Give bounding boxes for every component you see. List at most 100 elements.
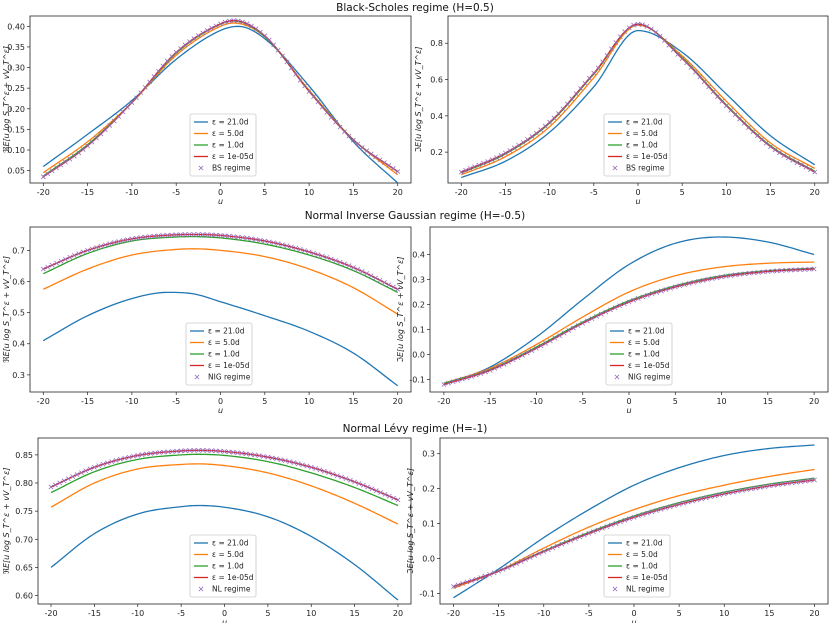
regime-marker <box>772 147 778 153</box>
regime-marker <box>129 236 135 242</box>
regime-marker <box>359 269 365 274</box>
regime-marker <box>659 288 664 294</box>
regime-marker <box>598 311 604 317</box>
regime-marker <box>460 376 465 382</box>
regime-marker <box>677 283 683 289</box>
series-line-0 <box>50 504 399 601</box>
regime-marker <box>105 460 110 466</box>
regime-marker <box>148 451 154 456</box>
regime-marker <box>275 47 281 53</box>
y-tick-label: 0.3 <box>12 371 25 380</box>
regime-marker <box>355 141 361 147</box>
regime-marker <box>313 466 318 471</box>
y-tick-label: 0.5 <box>12 309 25 318</box>
legend-label: ε = 21.0d <box>628 327 665 336</box>
regime-marker <box>569 96 575 102</box>
regime-marker <box>320 104 325 110</box>
regime-marker <box>654 289 660 295</box>
regime-marker <box>663 287 669 292</box>
regime-marker <box>770 268 775 274</box>
x-tick-label: 5 <box>262 397 267 406</box>
legend-label: BS regime <box>212 164 251 173</box>
x-tick-label: -20 <box>37 188 50 197</box>
regime-marker <box>244 235 250 241</box>
regime-marker <box>243 451 249 457</box>
regime-marker <box>556 111 561 116</box>
regime-marker <box>631 514 637 520</box>
y-tick-label: 0.4 <box>12 340 25 349</box>
regime-marker <box>395 497 401 503</box>
series-line-0 <box>443 236 815 386</box>
x-tick-label: -20 <box>437 397 450 406</box>
regime-marker <box>230 449 236 455</box>
regime-marker <box>785 480 790 486</box>
regime-marker <box>182 232 188 237</box>
regime-marker <box>226 233 232 239</box>
regime-marker <box>156 68 161 74</box>
regime-marker <box>71 253 77 258</box>
regime-marker <box>333 258 339 263</box>
regime-marker <box>511 145 517 151</box>
regime-marker <box>261 453 266 459</box>
regime-marker <box>368 151 374 157</box>
regime-marker <box>144 451 149 457</box>
legend-marker-swatch <box>612 586 618 592</box>
regime-marker <box>48 484 54 490</box>
regime-marker <box>735 488 741 494</box>
regime-marker <box>766 483 772 489</box>
x-axis-label: u <box>635 197 640 206</box>
regime-marker <box>744 487 750 492</box>
regime-marker <box>464 375 470 381</box>
x-tick-label: 0 <box>218 397 223 406</box>
regime-marker <box>645 510 650 516</box>
regime-marker <box>351 137 356 143</box>
regime-marker <box>151 233 157 239</box>
regime-marker <box>595 527 601 533</box>
regime-marker <box>492 365 498 371</box>
regime-marker <box>515 355 521 361</box>
regime-marker <box>812 169 818 175</box>
regime-marker <box>763 140 769 146</box>
regime-marker <box>455 378 461 383</box>
regime-marker <box>333 119 339 125</box>
series-line-1 <box>443 261 815 384</box>
y-axis-label: ℜE[u log S_T^ε + vV_T^ε] <box>2 467 11 574</box>
regime-marker <box>654 508 659 513</box>
regime-marker <box>658 506 664 512</box>
regime-marker <box>741 121 747 126</box>
y-tick-label: 0.7 <box>12 246 25 255</box>
subplot-r1-c1: -20 -15 -10 -5 0 5 10 15 20 -0.1 0.0 0.1 0.2 0.3 0.4 u ℑ… <box>396 226 829 415</box>
regime-marker <box>691 280 697 285</box>
legend-label: ε = 5.0d <box>626 550 658 559</box>
regime-marker <box>249 23 254 29</box>
regime-marker <box>503 150 508 156</box>
regime-marker <box>594 314 599 319</box>
regime-marker <box>472 164 477 170</box>
legend-label: ε = 1.0d <box>626 562 658 571</box>
regime-marker <box>231 18 237 23</box>
regime-marker <box>746 270 752 276</box>
y-axis-label: ℜE[u log S_T^ε + vV_T^ε] <box>2 46 11 153</box>
regime-marker <box>337 259 343 265</box>
regime-marker <box>58 162 64 168</box>
x-tick-label: 5 <box>680 188 685 197</box>
regime-marker <box>451 584 456 589</box>
regime-marker <box>649 509 655 515</box>
y-tick-label: 0.80 <box>15 479 33 488</box>
regime-marker <box>87 466 93 472</box>
regime-marker <box>446 380 451 386</box>
regime-marker <box>715 94 720 100</box>
regime-markers <box>48 447 401 503</box>
regime-marker <box>666 42 672 48</box>
regime-marker <box>566 328 572 333</box>
regime-marker <box>631 297 637 303</box>
regime-marker <box>582 80 588 86</box>
regime-marker <box>545 547 551 553</box>
regime-marker <box>520 140 526 145</box>
regime-marker <box>719 98 725 104</box>
regime-markers <box>40 18 401 180</box>
regime-marker <box>478 371 484 376</box>
x-tick-label: -20 <box>44 609 57 618</box>
regime-marker <box>617 34 623 40</box>
x-tick-label: 15 <box>348 188 358 197</box>
